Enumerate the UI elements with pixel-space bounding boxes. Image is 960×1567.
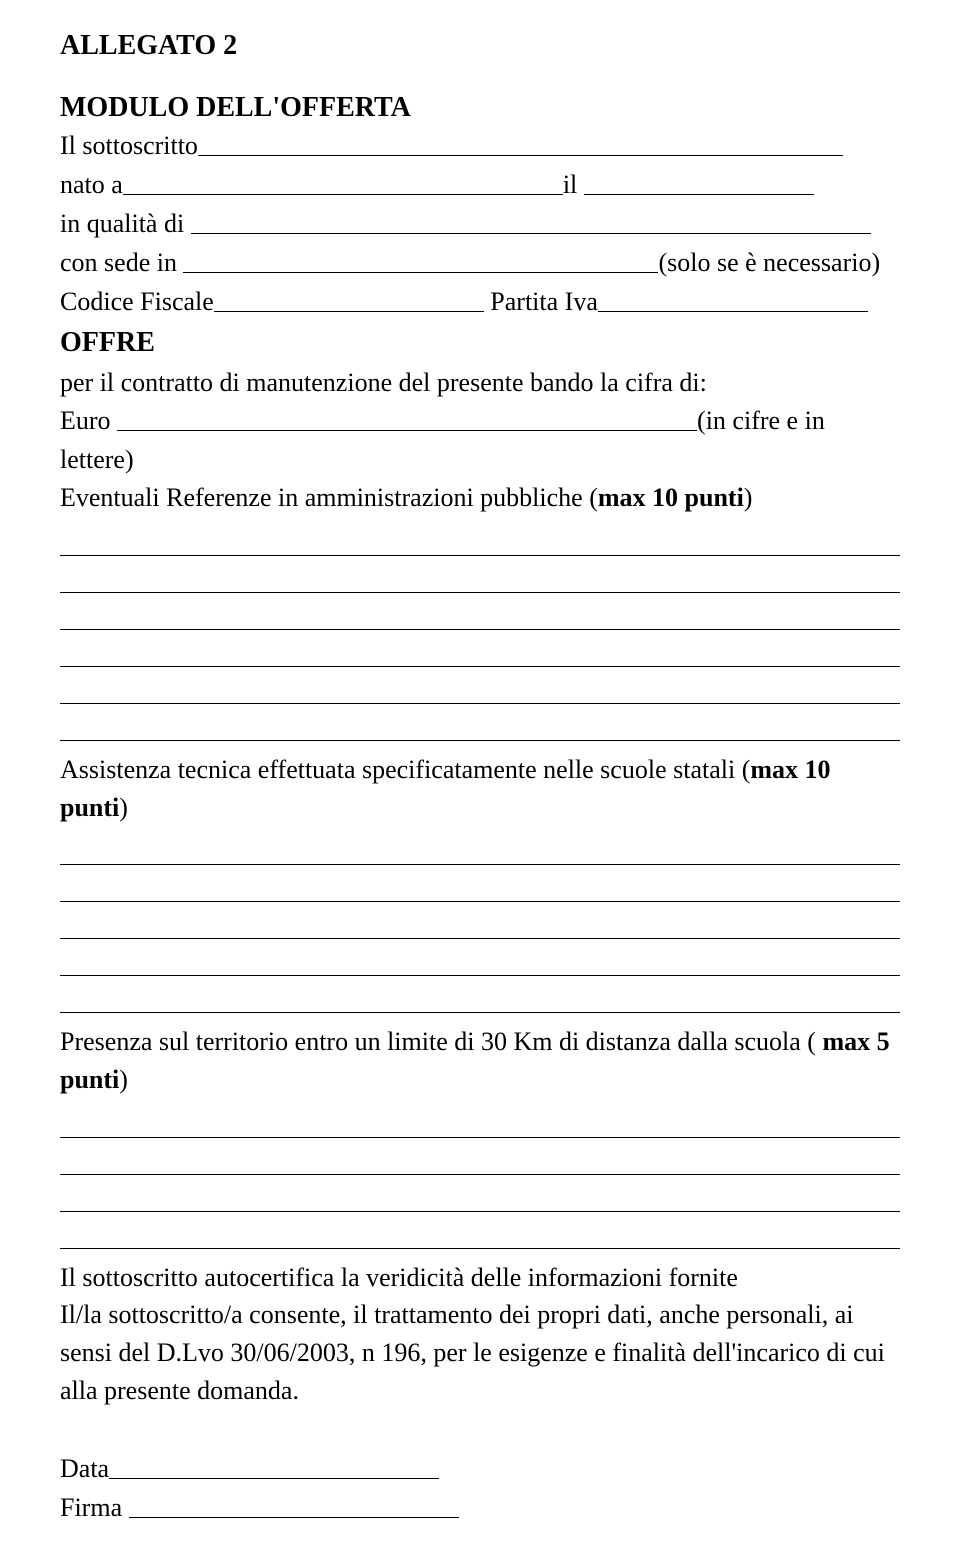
label-data: Data [60, 1454, 109, 1483]
line-qualita: in qualità di [60, 204, 900, 243]
text-presenza: Presenza sul territorio entro un limite … [60, 1023, 900, 1098]
line-data: Data [60, 1449, 900, 1488]
blank-line[interactable] [60, 519, 900, 556]
line-sede: con sede in (solo se è necessario) [60, 243, 900, 282]
field-nato-a[interactable] [123, 168, 563, 195]
field-firma[interactable] [129, 1491, 459, 1518]
label-sottoscritto: Il sottoscritto [60, 131, 198, 160]
text-presenza-pre: Presenza sul territorio entro un limite … [60, 1027, 822, 1056]
text-referenze: Eventuali Referenze in amministrazioni p… [60, 479, 900, 517]
field-con-sede[interactable] [183, 246, 658, 273]
label-nato-a: nato a [60, 170, 123, 199]
text-assistenza-post: ) [119, 793, 128, 822]
blank-line[interactable] [60, 976, 900, 1013]
label-partita-iva: Partita Iva [484, 287, 598, 316]
blank-line[interactable] [60, 1175, 900, 1212]
blank-line[interactable] [60, 939, 900, 976]
field-sottoscritto[interactable] [198, 129, 843, 156]
blank-line[interactable] [60, 1138, 900, 1175]
text-referenze-pre: Eventuali Referenze in amministrazioni p… [60, 483, 598, 512]
label-in-qualita: in qualità di [60, 209, 184, 238]
label-cod-fisc: Codice Fiscale [60, 287, 214, 316]
blank-line[interactable] [60, 593, 900, 630]
blank-line[interactable] [60, 704, 900, 741]
line-euro: Euro (in cifre e in lettere) [60, 401, 900, 479]
blank-group-assistenza [60, 828, 900, 1013]
label-il: il [563, 170, 577, 199]
text-assistenza-pre: Assistenza tecnica effettuata specificat… [60, 755, 750, 784]
blank-line[interactable] [60, 1212, 900, 1249]
line-firma: Firma [60, 1488, 900, 1527]
field-data[interactable] [109, 1452, 439, 1479]
line-cf-piva: Codice Fiscale Partita Iva [60, 282, 900, 321]
blank-group-presenza [60, 1101, 900, 1249]
text-assistenza: Assistenza tecnica effettuata specificat… [60, 751, 900, 826]
blank-group-referenze [60, 519, 900, 741]
text-presenza-post: ) [119, 1065, 128, 1094]
text-contratto: per il contratto di manutenzione del pre… [60, 364, 900, 402]
line-sottoscritto: Il sottoscritto [60, 126, 900, 165]
label-firma: Firma [60, 1493, 122, 1522]
text-autocert: Il sottoscritto autocertifica la veridic… [60, 1259, 900, 1297]
blank-line[interactable] [60, 1101, 900, 1138]
line-nato: nato a il [60, 165, 900, 204]
label-offre: OFFRE [60, 323, 900, 364]
form-title: MODULO DELL'OFFERTA [60, 92, 900, 124]
field-partita-iva[interactable] [598, 285, 868, 312]
blank-line[interactable] [60, 828, 900, 865]
page-header: ALLEGATO 2 [60, 30, 900, 62]
blank-line[interactable] [60, 865, 900, 902]
field-cod-fisc[interactable] [214, 285, 484, 312]
label-con-sede: con sede in [60, 248, 177, 277]
label-euro: Euro [60, 406, 111, 435]
text-consente: Il/la sottoscritto/a consente, il tratta… [60, 1296, 900, 1409]
blank-line[interactable] [60, 902, 900, 939]
text-referenze-post: ) [744, 483, 753, 512]
text-referenze-bold: max 10 punti [598, 483, 744, 512]
label-solo-nec: (solo se è necessario) [658, 248, 880, 277]
blank-line[interactable] [60, 667, 900, 704]
field-euro[interactable] [117, 404, 697, 431]
field-in-qualita[interactable] [191, 207, 871, 234]
field-il[interactable] [584, 168, 814, 195]
blank-line[interactable] [60, 630, 900, 667]
blank-line[interactable] [60, 556, 900, 593]
